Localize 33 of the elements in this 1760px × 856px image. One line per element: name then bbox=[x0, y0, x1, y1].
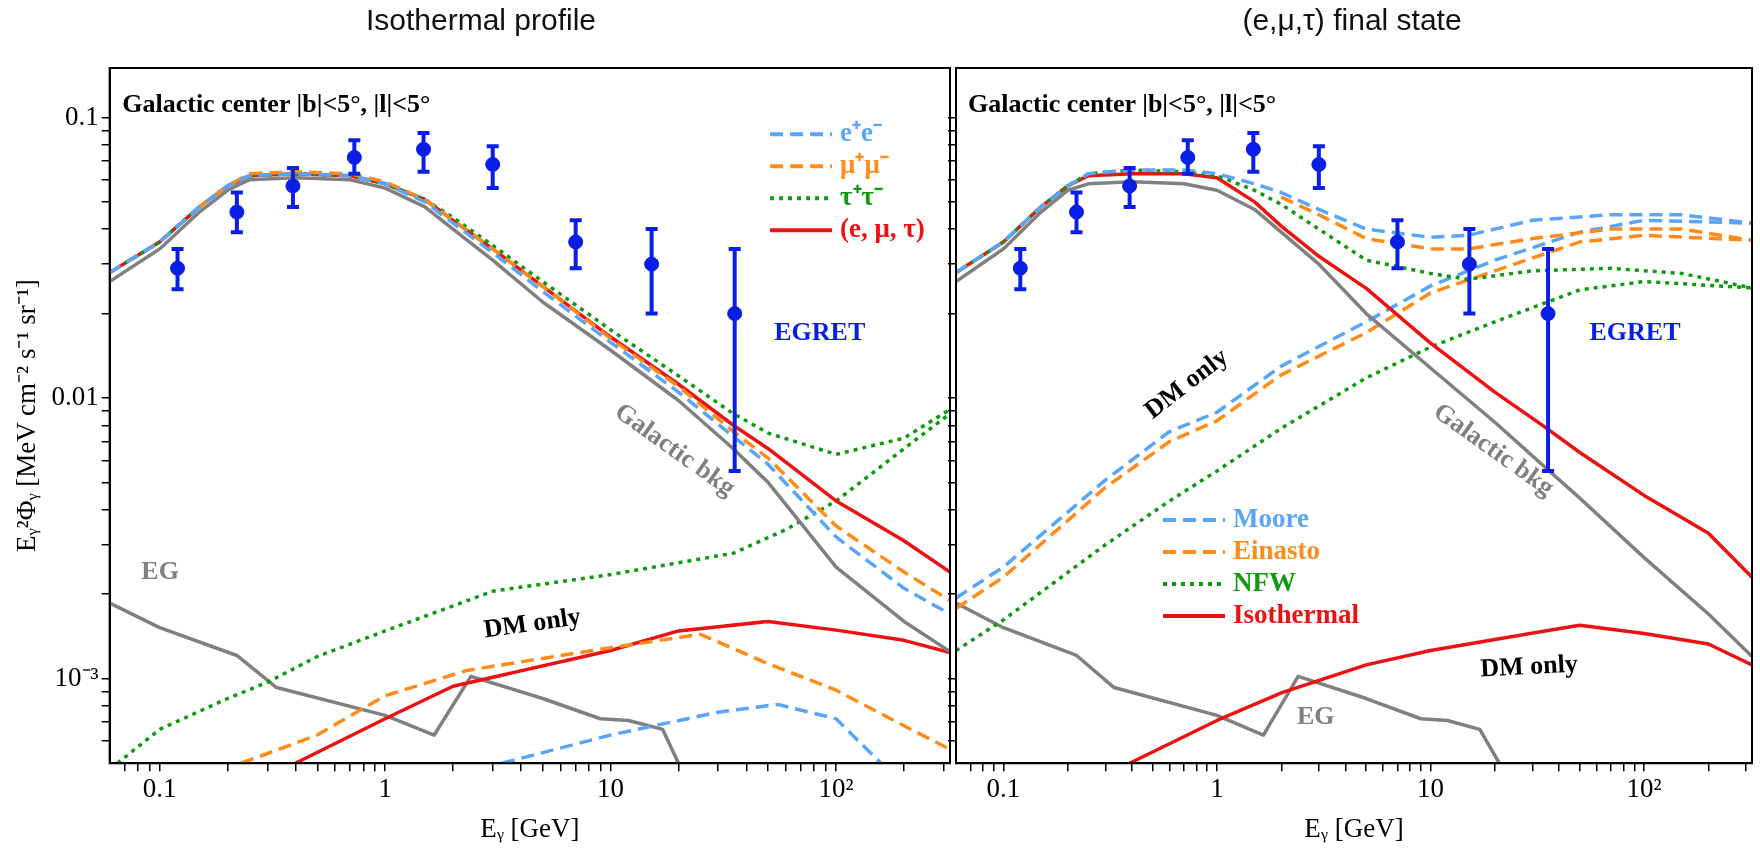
x-tick-label: 10² bbox=[1626, 773, 1662, 804]
x-tick-label: 0.1 bbox=[986, 773, 1021, 804]
y-tick-label: 0.01 bbox=[51, 381, 99, 412]
legend-label: e⁺e⁻ bbox=[840, 117, 883, 148]
annotation: DM only bbox=[1138, 341, 1234, 425]
x-tick-label: 0.1 bbox=[142, 773, 177, 804]
y-tick-label: 10⁻³ bbox=[54, 661, 99, 692]
legend-label: Einasto bbox=[1232, 534, 1320, 565]
x-tick-label: 1 bbox=[378, 773, 392, 804]
chart-title: Isothermal profile bbox=[365, 3, 597, 37]
legend-label: (e, μ, τ) bbox=[840, 213, 925, 244]
x-tick-label: 1 bbox=[1210, 773, 1224, 804]
x-tick-label: 10² bbox=[818, 773, 854, 804]
annotation: EG bbox=[1297, 701, 1335, 731]
annotation: EGRET bbox=[774, 317, 866, 347]
annotation: DM only bbox=[481, 601, 583, 644]
annotation: EGRET bbox=[1589, 317, 1681, 347]
x-axis-title: Eᵧ [GeV] bbox=[480, 812, 580, 843]
legend-label: τ⁺τ⁻ bbox=[840, 181, 883, 212]
annotation: EG bbox=[141, 555, 179, 585]
x-tick-label: 10 bbox=[597, 773, 625, 804]
x-tick-label: 10 bbox=[1417, 773, 1445, 804]
legend-label: μ⁺μ⁻ bbox=[840, 149, 889, 180]
annotation: DM only bbox=[1479, 648, 1579, 683]
annotation: Galactic center |b|<5°, |l|<5° bbox=[967, 89, 1277, 119]
annotation: Galactic center |b|<5°, |l|<5° bbox=[122, 89, 431, 119]
y-axis-title: Eᵧ²Φᵧ [MeV cm⁻² s⁻¹ sr⁻¹] bbox=[11, 279, 42, 553]
chart-title: (e,μ,τ) final state bbox=[1242, 3, 1462, 37]
legend-label: Isothermal bbox=[1232, 598, 1360, 629]
y-tick-label: 0.1 bbox=[64, 100, 99, 131]
legend-label: Moore bbox=[1232, 502, 1309, 533]
legend-label: NFW bbox=[1232, 566, 1296, 597]
x-axis-title: Eᵧ [GeV] bbox=[1304, 812, 1404, 843]
